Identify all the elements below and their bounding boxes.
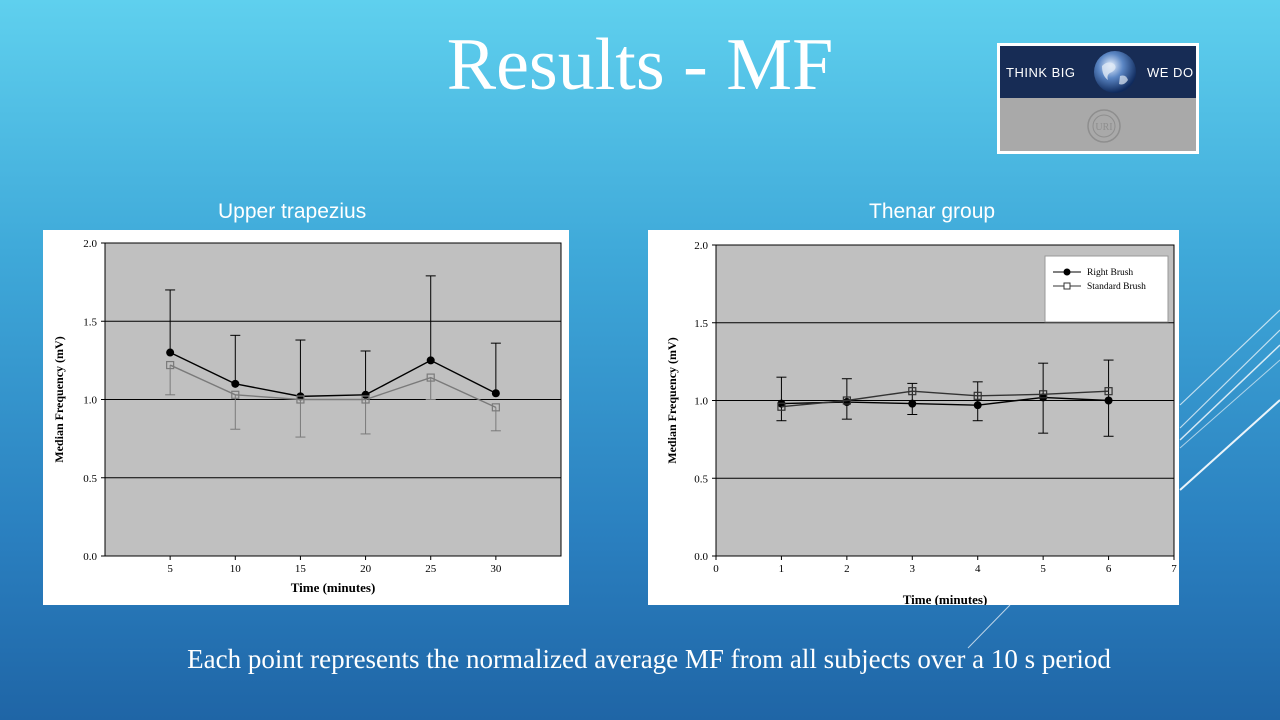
x-tick-label: 2 <box>844 563 850 575</box>
series-line-2 <box>781 390 1109 408</box>
data-point <box>842 398 851 407</box>
data-point <box>426 356 435 365</box>
y-tick-label: 0.0 <box>694 551 708 563</box>
data-point <box>842 396 851 405</box>
series-line-1 <box>781 396 1109 406</box>
x-tick-label: 6 <box>1106 563 1112 575</box>
data-point <box>908 399 917 408</box>
data-point <box>231 390 240 399</box>
x-tick-label: 25 <box>425 563 437 575</box>
y-tick-label: 0.0 <box>83 551 97 563</box>
y-tick-label: 2.0 <box>83 238 97 250</box>
logo-right-text: WE DO <box>1147 65 1194 80</box>
legend-label: Right Brush <box>1087 268 1133 278</box>
legend-marker <box>1063 282 1071 290</box>
x-tick-label: 20 <box>360 563 372 575</box>
chart-title-thenar-group: Thenar group <box>869 200 996 223</box>
thenar-group-chart: 0.0 0.5 1.0 1.5 2.0 0 1 2 3 4 5 6 7 Time (minutes) Med… <box>648 230 1179 605</box>
x-tick-label: 30 <box>490 563 502 575</box>
slide-caption: Each point represents the normalized ave… <box>187 644 1111 674</box>
data-point <box>973 401 982 410</box>
data-point <box>231 379 240 388</box>
x-tick-label: 0 <box>713 563 719 575</box>
y-tick-label: 1.0 <box>83 395 97 407</box>
data-point <box>296 395 305 404</box>
data-point <box>973 391 982 400</box>
upper-trapezius-chart: 0.0 0.5 1.0 1.5 2.0 5 10 15 20 25 30 Time (minutes)… <box>43 230 569 605</box>
x-tick-label: 7 <box>1171 563 1177 575</box>
series-line-1 <box>169 351 497 398</box>
legend-marker <box>1063 268 1071 276</box>
data-point <box>361 395 370 404</box>
y-tick-label: 0.5 <box>694 473 708 485</box>
data-point <box>1039 390 1048 399</box>
data-point <box>777 402 786 411</box>
university-logo: THINK BIG WE DO URI <box>997 43 1199 154</box>
data-point <box>1104 387 1113 396</box>
legend-label: Standard Brush <box>1087 282 1146 292</box>
data-point <box>166 348 175 357</box>
y-tick-label: 1.5 <box>83 316 97 328</box>
globe-icon <box>1094 51 1136 93</box>
x-axis-label: Time (minutes) <box>903 592 988 605</box>
y-axis-label: Median Frequency (mV) <box>52 336 66 462</box>
x-axis-label: Time (minutes) <box>291 580 376 595</box>
x-tick-label: 10 <box>230 563 242 575</box>
y-tick-label: 2.0 <box>694 240 708 252</box>
logo-seal-area <box>1000 98 1196 151</box>
logo-left-text: THINK BIG <box>1006 65 1076 80</box>
slide-title: Results - MF <box>446 24 834 106</box>
data-point <box>908 387 917 396</box>
y-tick-label: 0.5 <box>83 473 97 485</box>
data-point <box>491 403 500 412</box>
x-tick-label: 5 <box>167 563 173 575</box>
chart-title-upper-trapezius: Upper trapezius <box>218 200 367 223</box>
x-tick-label: 5 <box>1040 563 1046 575</box>
data-point <box>426 373 435 382</box>
thenar-group-plot: 0.0 0.5 1.0 1.5 2.0 0 1 2 3 4 5 6 7 Time (minutes) Med… <box>665 240 1177 605</box>
data-point <box>1104 396 1113 405</box>
logo-seal-text: URI <box>1095 122 1112 133</box>
x-tick-label: 1 <box>779 563 785 575</box>
data-point <box>361 390 370 399</box>
seal-icon: URI <box>1087 109 1121 143</box>
series-line-2 <box>169 364 497 408</box>
x-tick-label: 3 <box>910 563 916 575</box>
x-tick-label: 15 <box>295 563 307 575</box>
y-axis-label: Median Frequency (mV) <box>665 337 679 463</box>
y-tick-label: 1.0 <box>694 396 708 408</box>
upper-trapezius-plot: 0.0 0.5 1.0 1.5 2.0 5 10 15 20 25 30 Time (minutes)… <box>52 238 562 595</box>
data-point <box>491 389 500 398</box>
x-tick-label: 4 <box>975 563 981 575</box>
y-tick-label: 1.5 <box>694 318 708 330</box>
data-point <box>166 360 175 370</box>
